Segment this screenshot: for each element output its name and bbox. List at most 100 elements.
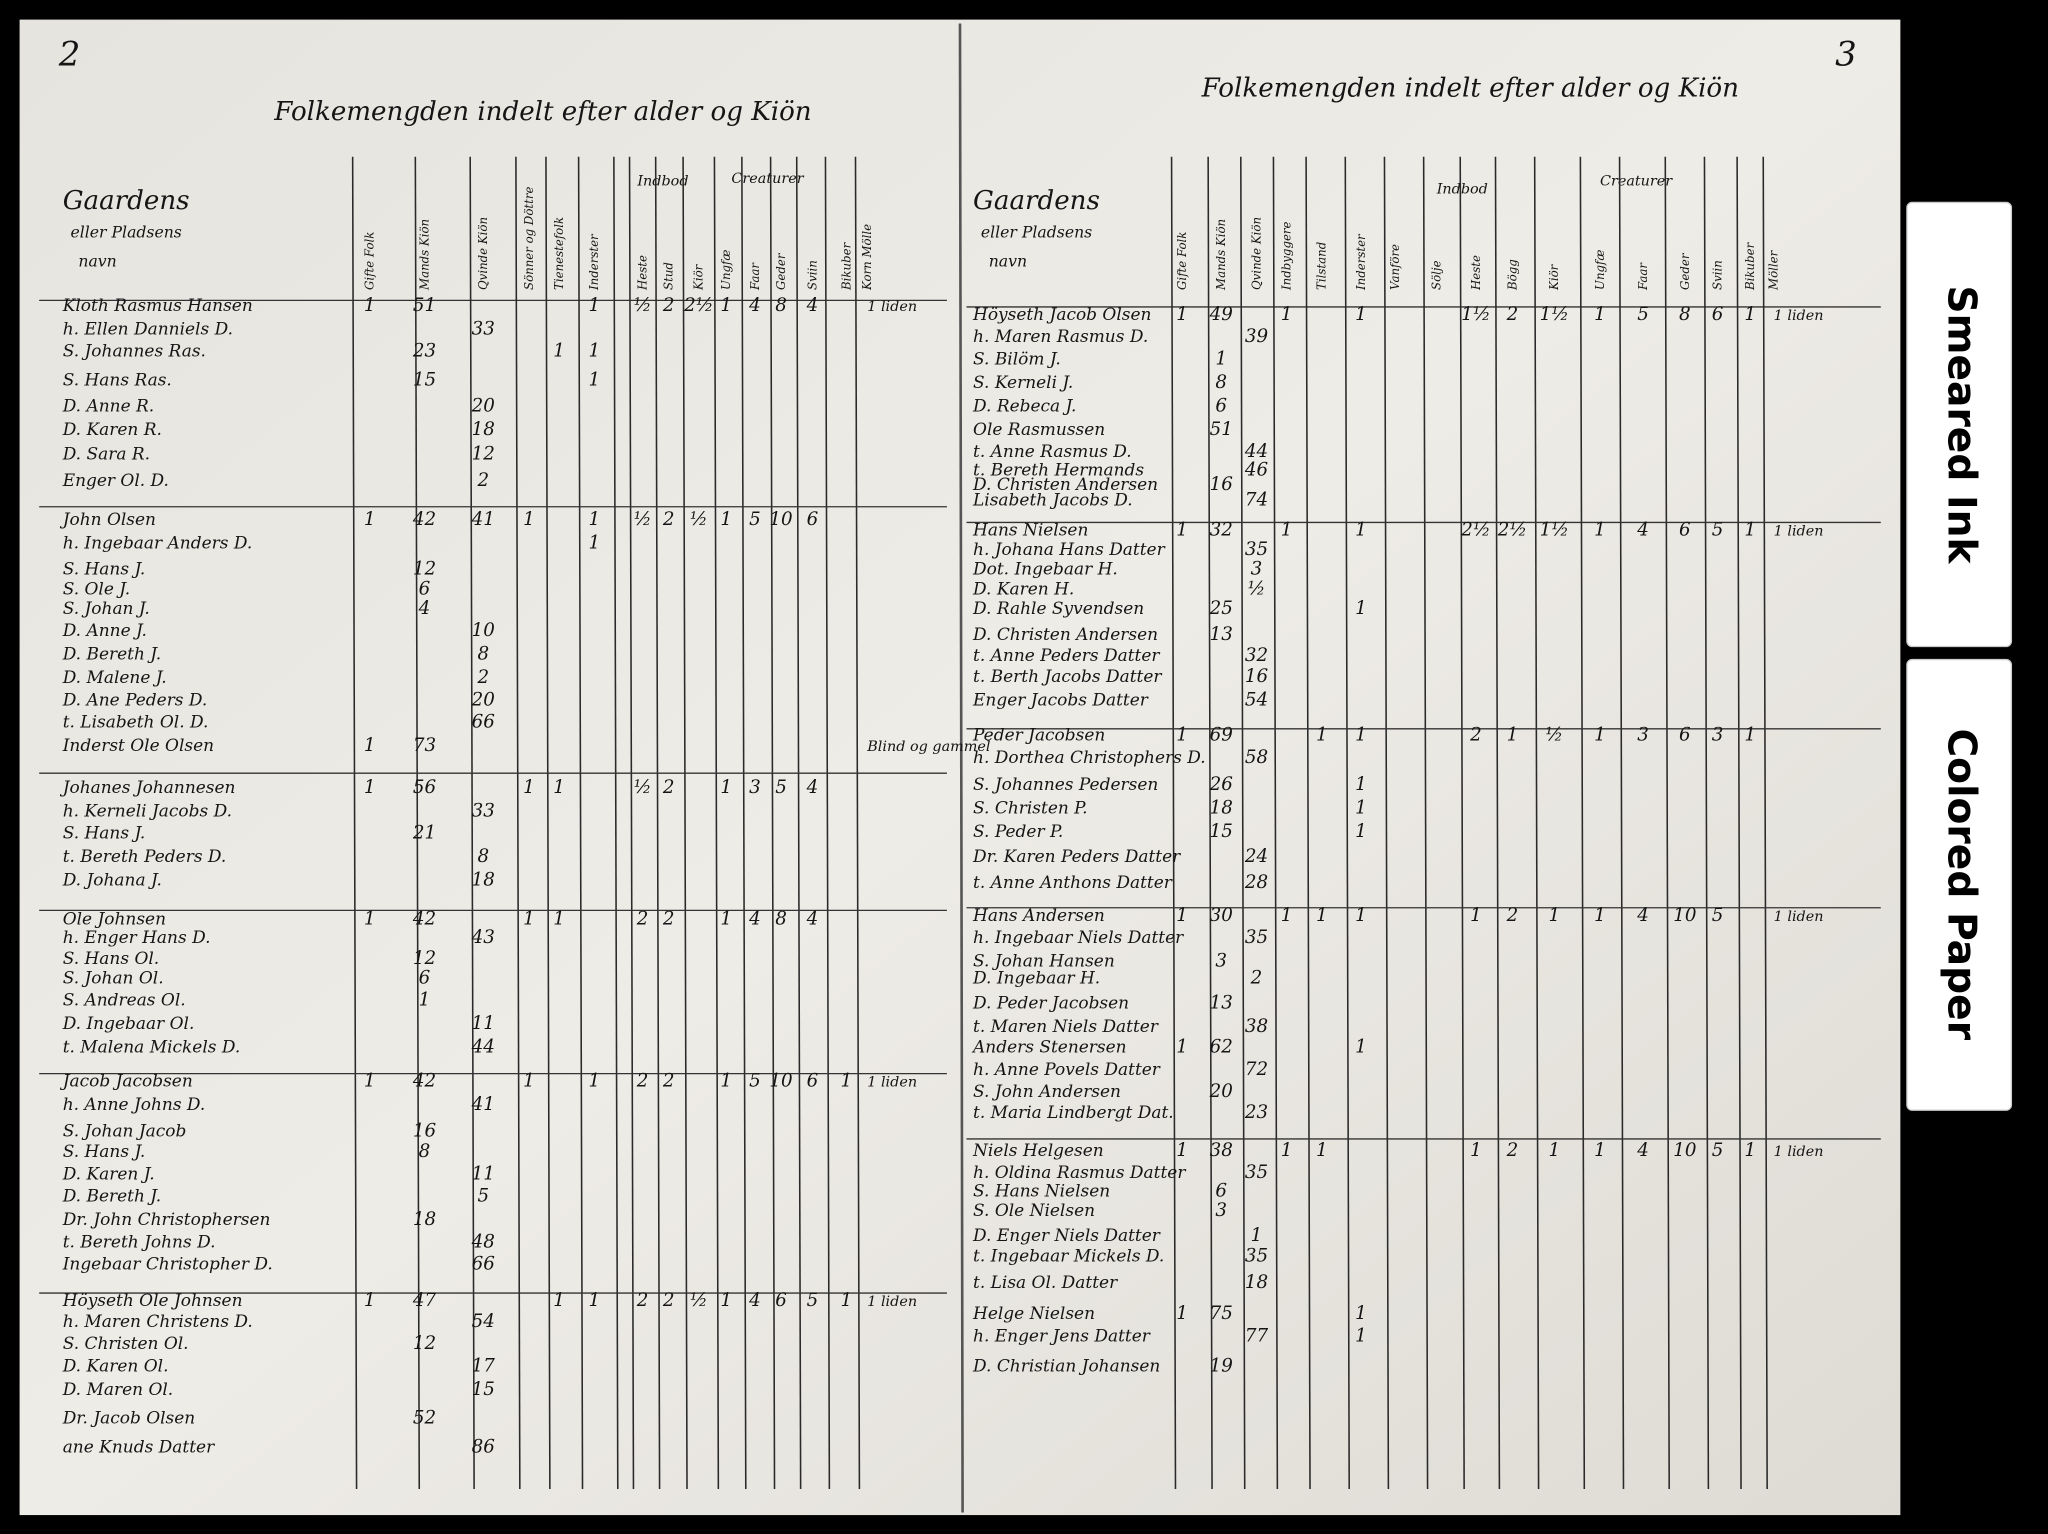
column-header: navn	[78, 251, 116, 270]
person-name: t. Maria Lindbergt Dat.	[973, 1103, 1174, 1123]
column-rule	[1703, 156, 1710, 1489]
cell-value: 1	[1316, 905, 1328, 926]
column-rule	[1494, 156, 1501, 1489]
column-rule	[1207, 156, 1213, 1489]
person-name: S. Hans Ol.	[63, 949, 160, 969]
cell-value: 19	[1210, 1355, 1234, 1376]
person-name: D. Maren Ol.	[62, 1380, 174, 1400]
cell-value: 1	[588, 341, 600, 362]
person-name: D. Peder Jacobsen	[972, 993, 1129, 1013]
cell-value: 16	[1210, 474, 1234, 495]
cell-value: 2	[476, 667, 489, 688]
cell-value: 5	[749, 1071, 761, 1092]
cell-value: 62	[1210, 1037, 1233, 1058]
person-name: Enger Ol. D.	[62, 471, 169, 491]
cell-value: 54	[1245, 689, 1268, 710]
cell-value: 1	[720, 1290, 732, 1311]
column-rule	[713, 156, 720, 1489]
person-name: S. Hans J.	[63, 824, 146, 844]
person-name: t. Berth Jacobs Datter	[973, 667, 1162, 687]
cell-value: 1	[1355, 774, 1367, 795]
cell-value: 5	[775, 777, 787, 798]
cell-value: 1	[553, 341, 565, 362]
person-name: S. Johan Hansen	[973, 952, 1115, 972]
cell-value: 3	[749, 777, 761, 798]
cell-value: 1	[523, 1071, 535, 1092]
cell-value: 2	[1506, 304, 1519, 325]
tab	[1906, 658, 2013, 1111]
cell-value: 1	[588, 369, 600, 390]
column-rule	[741, 156, 747, 1489]
cell-value: 16	[1245, 666, 1269, 687]
column-header: Faar	[1636, 262, 1650, 291]
person-name: S. Christen P.	[973, 799, 1088, 819]
cell-value: 1 liden	[1774, 909, 1824, 925]
person-name: h. Maren Christens D.	[63, 1312, 253, 1332]
cell-value: 51	[1210, 419, 1233, 440]
cell-value: 1	[1355, 798, 1367, 819]
person-name: D. Malene J.	[62, 668, 167, 688]
cell-value: 13	[1210, 992, 1233, 1013]
cell-value: 10	[769, 1071, 793, 1092]
cell-value: 2	[662, 1071, 675, 1092]
cell-value: 5	[1712, 520, 1724, 541]
column-header: Bögg	[1505, 259, 1519, 291]
person-name: h. Maren Rasmus D.	[973, 327, 1148, 347]
column-header: Gaardens	[63, 186, 190, 216]
cell-value: 1	[1355, 1325, 1367, 1346]
column-rule	[1170, 156, 1177, 1489]
person-name: h. Kerneli Jacobs D.	[63, 801, 232, 821]
cell-value: 10	[769, 509, 793, 530]
cell-value: 1	[1594, 905, 1606, 926]
cell-value: 3	[1251, 559, 1263, 580]
cell-value: 1	[720, 777, 732, 798]
page-title: Folkemengden indelt efter alder og Kiön	[1201, 74, 1739, 104]
person-name: D. Ingebaar Ol.	[62, 1014, 195, 1034]
cell-value: 52	[413, 1408, 436, 1429]
cell-value: 8	[477, 644, 489, 665]
person-name: S. Johan Ol.	[63, 968, 164, 988]
cell-value: 1	[1281, 520, 1293, 541]
person-name: t. Lisa Ol. Datter	[973, 1273, 1118, 1293]
cell-value: 54	[472, 1311, 495, 1332]
person-name: t. Anne Rasmus D.	[973, 442, 1132, 462]
cell-value: 15	[472, 1379, 495, 1400]
person-name: D. Ane Peders D.	[62, 690, 208, 710]
cell-value: 20	[471, 395, 496, 416]
cell-value: 28	[1244, 872, 1268, 893]
cell-value: 74	[1245, 489, 1268, 510]
cell-value: 58	[1245, 747, 1268, 768]
cell-value: 2½	[1460, 520, 1490, 541]
cell-value: 8	[775, 909, 787, 930]
cell-value: 2	[662, 777, 675, 798]
cell-value: 23	[412, 341, 436, 362]
person-name: Peder Jacobsen	[972, 726, 1105, 746]
person-name: Inderst Ole Olsen	[62, 736, 214, 756]
column-header: Mands Kiön	[1214, 219, 1228, 291]
cell-value: 42	[412, 509, 436, 530]
person-name: S. Hans J.	[63, 1142, 146, 1162]
column-rule	[1664, 156, 1670, 1489]
cell-value: 4	[748, 1290, 761, 1311]
person-name: Ole Rasmussen	[973, 420, 1105, 440]
cell-value: 4	[748, 909, 761, 930]
person-name: D. Rebeca J.	[972, 396, 1076, 416]
cell-value: 51	[413, 295, 436, 316]
cell-value: 1	[553, 909, 565, 930]
cell-value: 1	[588, 1071, 600, 1092]
cell-value: 8	[419, 1141, 431, 1162]
cell-value: 1	[1470, 1140, 1482, 1161]
person-name: D. Christen Andersen	[972, 475, 1158, 495]
person-name: S. Hans Ras.	[63, 370, 172, 390]
person-name: t. Bereth Johns D.	[63, 1232, 216, 1252]
cell-value: 1	[364, 1290, 376, 1311]
person-name: S. John Andersen	[973, 1082, 1121, 1102]
column-header: Möller	[1767, 249, 1781, 291]
cell-value: 6	[807, 509, 819, 530]
column-rule	[1762, 156, 1768, 1489]
cell-value: 5	[807, 1290, 819, 1311]
cell-value: ½	[634, 509, 652, 530]
cell-value: 1½	[1461, 304, 1490, 325]
cell-value: 1	[364, 909, 376, 930]
cell-value: 32	[1210, 520, 1233, 541]
